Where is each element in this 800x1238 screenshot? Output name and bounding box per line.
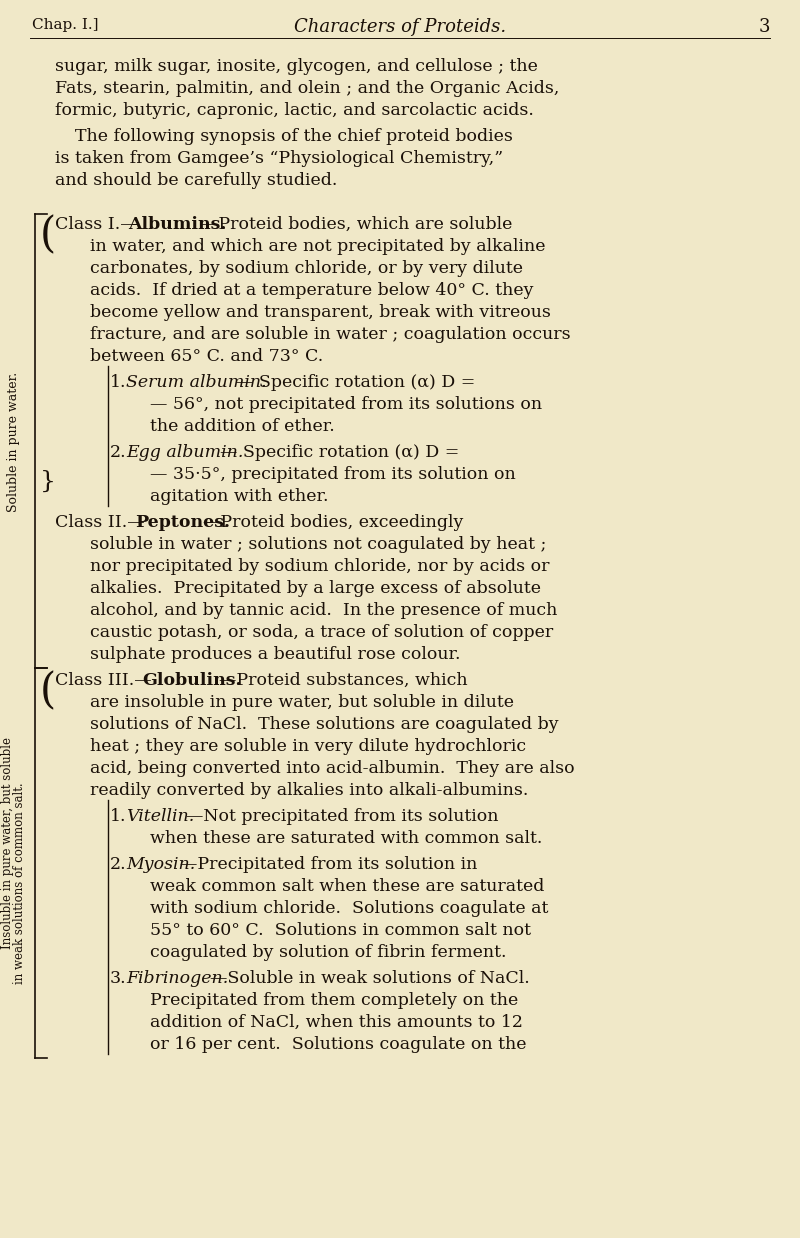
Text: Fats, stearin, palmitin, and olein ; and the Organic Acids,: Fats, stearin, palmitin, and olein ; and…: [55, 80, 559, 97]
Text: Egg albumin.: Egg albumin.: [126, 444, 243, 461]
Text: 1.: 1.: [110, 808, 126, 825]
Text: readily converted by alkalies into alkali-albumins.: readily converted by alkalies into alkal…: [90, 782, 528, 799]
Text: (: (: [40, 214, 56, 256]
Text: in weak solutions of common salt.: in weak solutions of common salt.: [14, 782, 26, 984]
Text: Insoluble in pure water, but soluble: Insoluble in pure water, but soluble: [2, 737, 14, 950]
Text: — 56°, not precipitated from its solutions on: — 56°, not precipitated from its solutio…: [150, 396, 542, 413]
Text: with sodium chloride.  Solutions coagulate at: with sodium chloride. Solutions coagulat…: [150, 900, 548, 917]
Text: 2.: 2.: [110, 444, 126, 461]
Text: Precipitated from them completely on the: Precipitated from them completely on the: [150, 992, 518, 1009]
Text: —Proteid substances, which: —Proteid substances, which: [219, 672, 468, 690]
Text: acids.  If dried at a temperature below 40° C. they: acids. If dried at a temperature below 4…: [90, 282, 534, 300]
Text: is taken from Gamgee’s “Physiological Chemistry,”: is taken from Gamgee’s “Physiological Ch…: [55, 150, 503, 167]
Text: —Not precipitated from its solution: —Not precipitated from its solution: [186, 808, 498, 825]
Text: Vitellin.: Vitellin.: [126, 808, 194, 825]
Text: Soluble in pure water.: Soluble in pure water.: [7, 371, 21, 513]
Text: Myosin.: Myosin.: [126, 855, 195, 873]
Text: Class II.—: Class II.—: [55, 514, 145, 531]
Text: agitation with ether.: agitation with ether.: [150, 488, 329, 505]
Text: —Proteid bodies, exceedingly: —Proteid bodies, exceedingly: [203, 514, 463, 531]
Text: The following synopsis of the chief proteid bodies: The following synopsis of the chief prot…: [75, 128, 513, 145]
Text: Characters of Proteids.: Characters of Proteids.: [294, 19, 506, 36]
Text: 3.: 3.: [110, 971, 126, 987]
Text: Fibrinogen.: Fibrinogen.: [126, 971, 228, 987]
Text: in water, and which are not precipitated by alkaline: in water, and which are not precipitated…: [90, 238, 546, 255]
Text: formic, butyric, capronic, lactic, and sarcolactic acids.: formic, butyric, capronic, lactic, and s…: [55, 102, 534, 119]
Text: nor precipitated by sodium chloride, nor by acids or: nor precipitated by sodium chloride, nor…: [90, 558, 550, 574]
Text: Globulins.: Globulins.: [142, 672, 242, 690]
Text: —Soluble in weak solutions of NaCl.: —Soluble in weak solutions of NaCl.: [210, 971, 530, 987]
Text: between 65° C. and 73° C.: between 65° C. and 73° C.: [90, 348, 323, 365]
Text: alkalies.  Precipitated by a large excess of absolute: alkalies. Precipitated by a large excess…: [90, 579, 541, 597]
Text: — Specific rotation (α) D =: — Specific rotation (α) D =: [220, 444, 459, 461]
Text: 55° to 60° C.  Solutions in common salt not: 55° to 60° C. Solutions in common salt n…: [150, 922, 531, 938]
Text: (: (: [40, 670, 56, 712]
Text: Peptones.: Peptones.: [135, 514, 230, 531]
Text: Albumins.: Albumins.: [128, 215, 226, 233]
Text: fracture, and are soluble in water ; coagulation occurs: fracture, and are soluble in water ; coa…: [90, 326, 570, 343]
Text: sugar, milk sugar, inosite, glycogen, and cellulose ; the: sugar, milk sugar, inosite, glycogen, an…: [55, 58, 538, 76]
Text: acid, being converted into acid-albumin.  They are also: acid, being converted into acid-albumin.…: [90, 760, 574, 777]
Text: Class I.—: Class I.—: [55, 215, 138, 233]
Text: 1.: 1.: [110, 374, 126, 391]
Text: or 16 per cent.  Solutions coagulate on the: or 16 per cent. Solutions coagulate on t…: [150, 1036, 526, 1054]
Text: — 35·5°, precipitated from its solution on: — 35·5°, precipitated from its solution …: [150, 465, 516, 483]
Text: addition of NaCl, when this amounts to 12: addition of NaCl, when this amounts to 1…: [150, 1014, 523, 1031]
Text: heat ; they are soluble in very dilute hydrochloric: heat ; they are soluble in very dilute h…: [90, 738, 526, 755]
Text: sulphate produces a beautiful rose colour.: sulphate produces a beautiful rose colou…: [90, 646, 461, 664]
Text: Class III.—: Class III.—: [55, 672, 152, 690]
Text: 2.: 2.: [110, 855, 126, 873]
Text: —Precipitated from its solution in: —Precipitated from its solution in: [180, 855, 478, 873]
Text: when these are saturated with common salt.: when these are saturated with common sal…: [150, 829, 542, 847]
Text: caustic potash, or soda, a trace of solution of copper: caustic potash, or soda, a trace of solu…: [90, 624, 554, 641]
Text: and should be carefully studied.: and should be carefully studied.: [55, 172, 338, 189]
Text: weak common salt when these are saturated: weak common salt when these are saturate…: [150, 878, 544, 895]
Text: carbonates, by sodium chloride, or by very dilute: carbonates, by sodium chloride, or by ve…: [90, 260, 523, 277]
Text: are insoluble in pure water, but soluble in dilute: are insoluble in pure water, but soluble…: [90, 695, 514, 711]
Text: —Proteid bodies, which are soluble: —Proteid bodies, which are soluble: [201, 215, 512, 233]
Text: Chap. I.]: Chap. I.]: [32, 19, 98, 32]
Text: coagulated by solution of fibrin ferment.: coagulated by solution of fibrin ferment…: [150, 945, 506, 961]
Text: solutions of NaCl.  These solutions are coagulated by: solutions of NaCl. These solutions are c…: [90, 716, 558, 733]
Text: — Specific rotation (α) D =: — Specific rotation (α) D =: [236, 374, 475, 391]
Text: 3: 3: [758, 19, 770, 36]
Text: Serum albumin.: Serum albumin.: [126, 374, 266, 391]
Text: soluble in water ; solutions not coagulated by heat ;: soluble in water ; solutions not coagula…: [90, 536, 546, 553]
Text: become yellow and transparent, break with vitreous: become yellow and transparent, break wit…: [90, 305, 551, 321]
Text: alcohol, and by tannic acid.  In the presence of much: alcohol, and by tannic acid. In the pres…: [90, 602, 558, 619]
Text: the addition of ether.: the addition of ether.: [150, 418, 334, 435]
Text: }: }: [40, 470, 56, 493]
